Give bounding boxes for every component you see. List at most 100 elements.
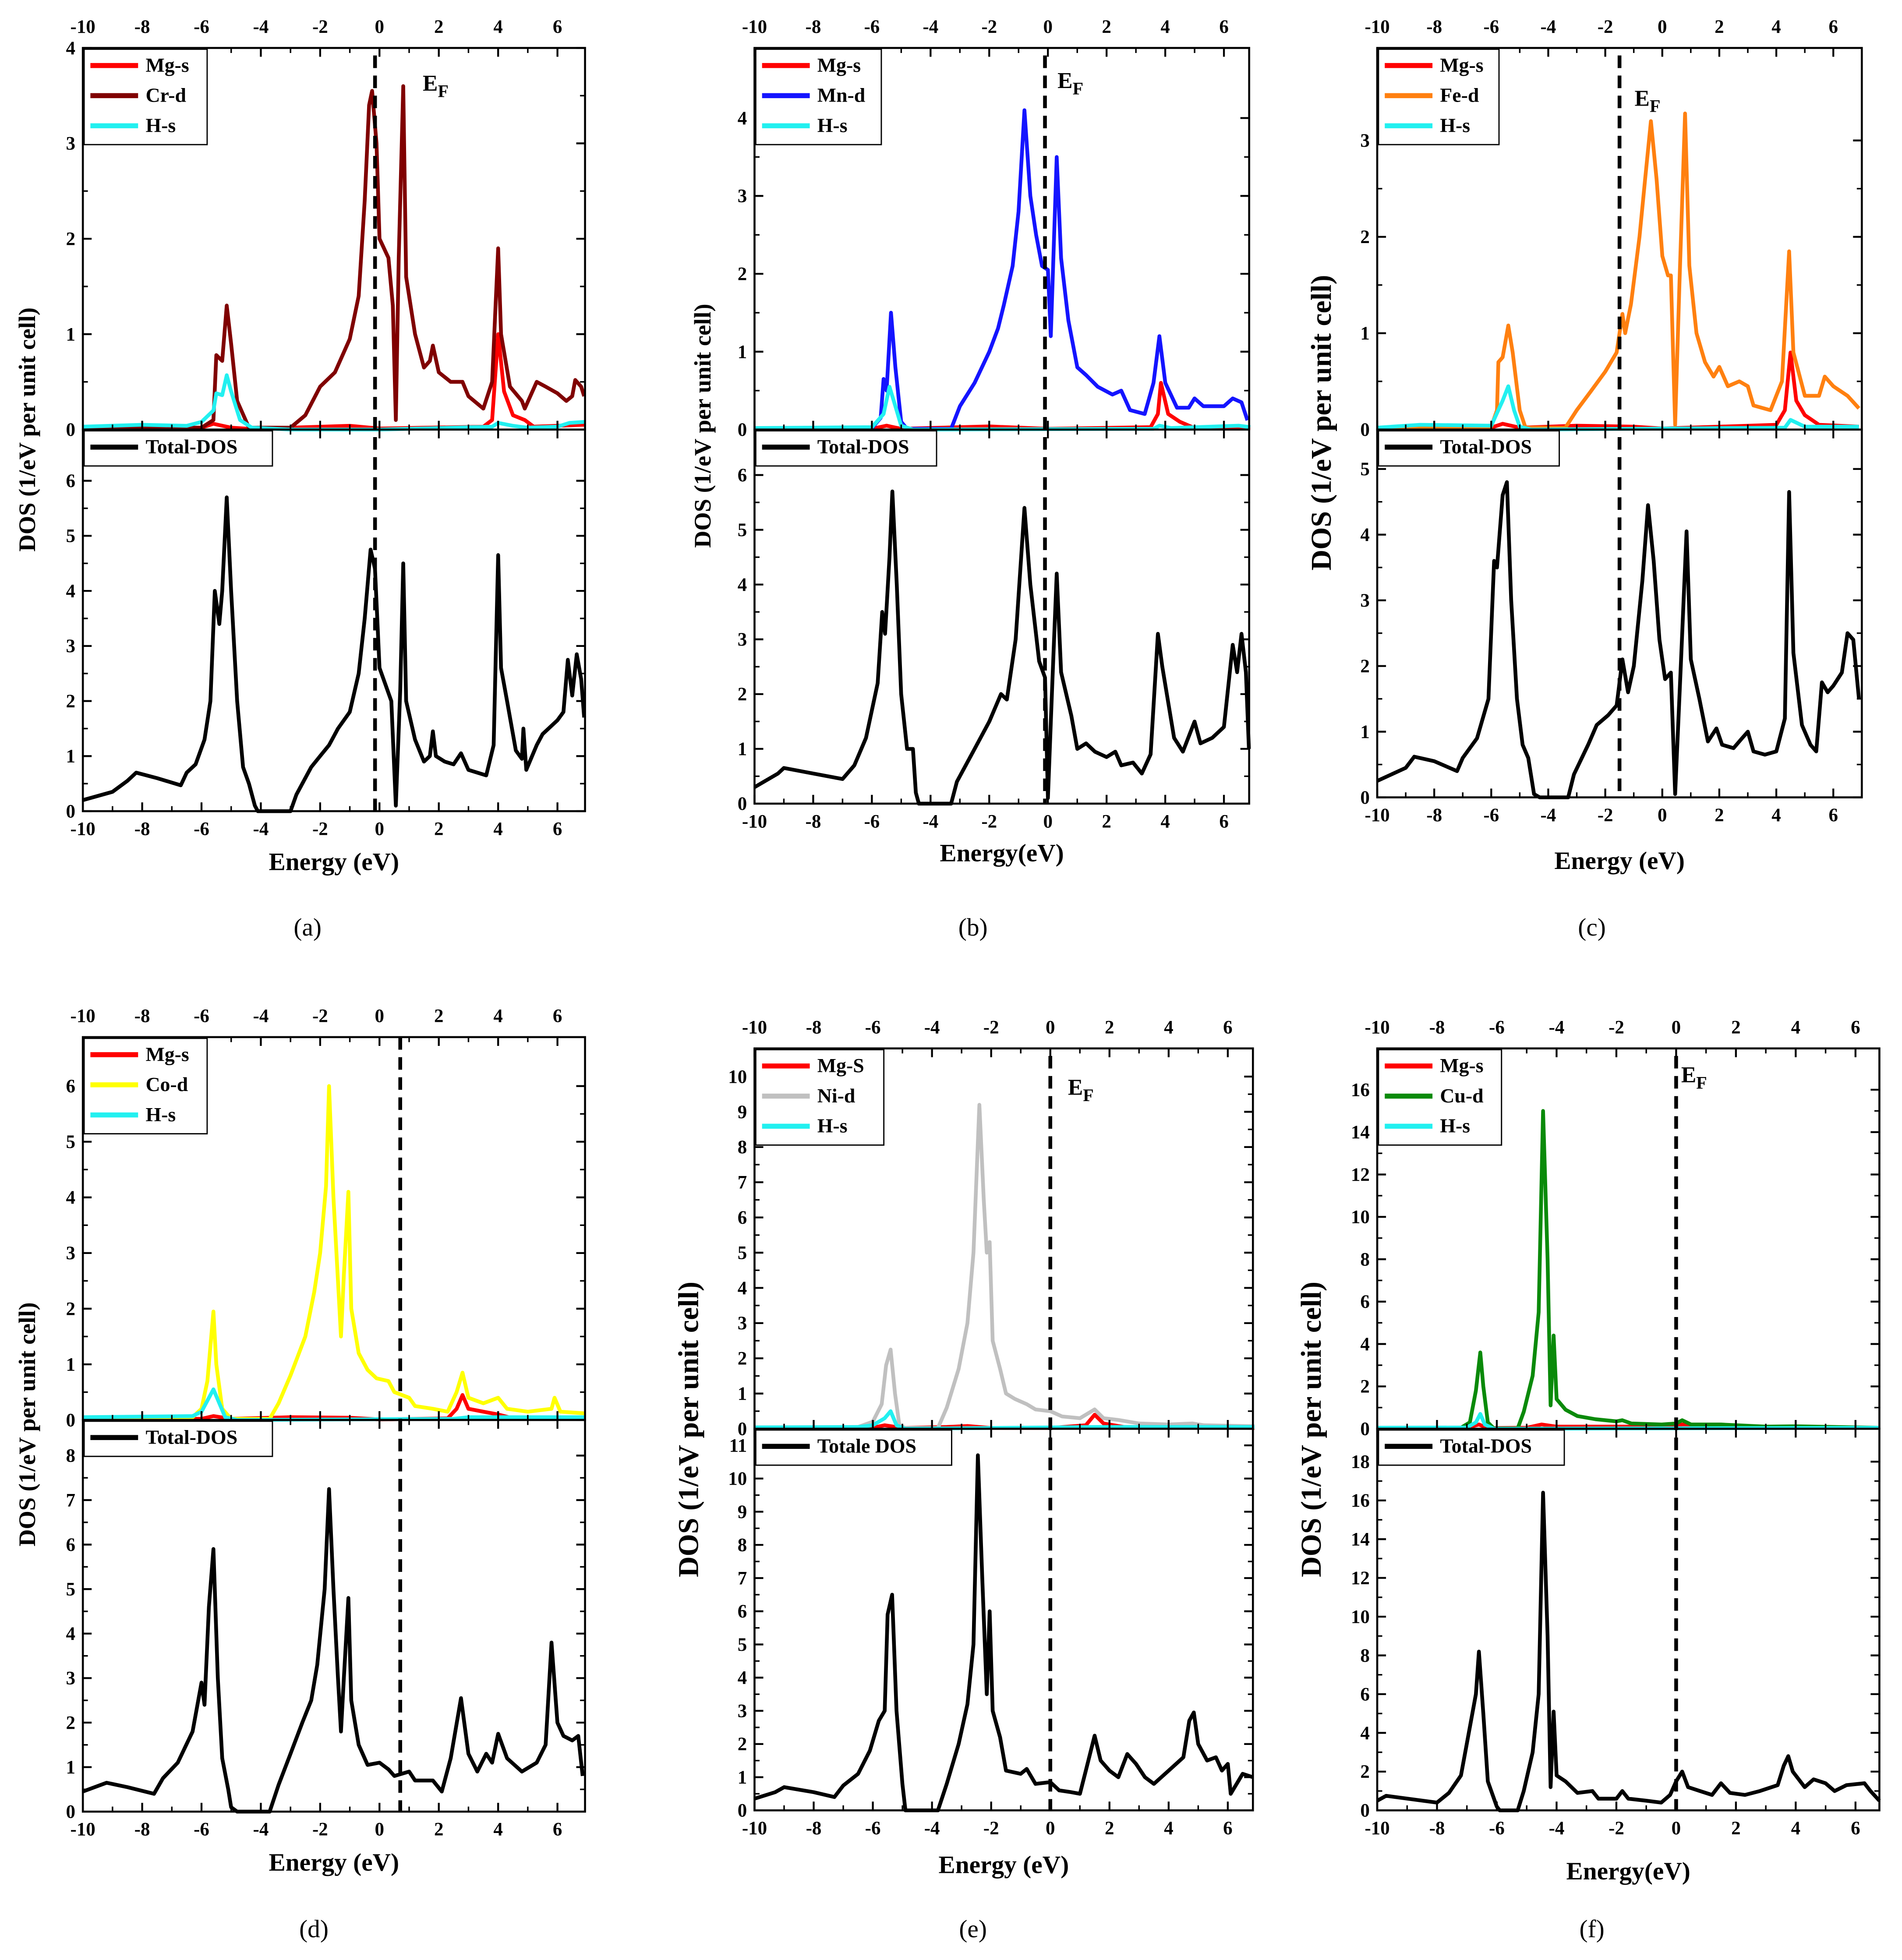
y-tick-label: 1: [66, 324, 75, 345]
bottom-subplot: 0 1 2 3 4 5 6 Total-DOS: [66, 428, 586, 822]
panel-d: 0 1 2 3 4 5 6 Mg-s Co-d H-s 0 1 2 3 4 5 6 7 8 Total-DOS -10 -…: [14, 1006, 586, 1943]
x-axis-label: Energy(eV): [1566, 1858, 1690, 1885]
legend-label: Total-DOS: [1440, 1435, 1532, 1457]
y-tick-label: 0: [1360, 788, 1370, 808]
legend-label: Mg-s: [1440, 54, 1483, 76]
x-tick-label-top: -6: [194, 1006, 209, 1027]
fermi-level-label: EF: [1057, 68, 1083, 98]
x-tick-label-top: -6: [864, 17, 880, 37]
y-tick-label: 3: [1360, 131, 1370, 151]
y-tick-label: 5: [66, 1132, 75, 1152]
y-tick-label: 8: [1360, 1249, 1370, 1270]
legend-label: Ni-d: [817, 1084, 856, 1107]
x-tick-label-top: 4: [1791, 1017, 1801, 1038]
y-tick-label: 2: [66, 1713, 75, 1733]
x-tick-label-bottom: -10: [71, 1819, 95, 1840]
y-axis-label: DOS (1/eV per unit cell): [14, 307, 40, 551]
panel-caption: (c): [1578, 914, 1606, 941]
y-tick-label: 0: [66, 1802, 75, 1822]
x-tick-label-bottom: 6: [553, 819, 562, 839]
legend-label: H-s: [145, 114, 176, 137]
y-tick-label: 4: [66, 38, 75, 59]
legend-label: Mg-s: [145, 54, 189, 76]
fermi-label-e: E: [1681, 1063, 1696, 1088]
y-tick-label: 4: [738, 1278, 747, 1299]
x-tick-label-top: -2: [983, 1017, 999, 1038]
x-tick-label-bottom: -6: [1489, 1818, 1505, 1839]
fermi-label-e: E: [1068, 1075, 1083, 1100]
x-tick-label-bottom: -8: [1429, 1818, 1445, 1839]
y-tick-label: 16: [1351, 1490, 1370, 1511]
panel-caption: (a): [293, 914, 322, 941]
series-line-totale-dos: [754, 1453, 1254, 1812]
fermi-label-sub: F: [1650, 96, 1661, 116]
x-tick-label-top: -8: [1426, 17, 1442, 37]
x-tick-label-top: -8: [806, 1017, 822, 1038]
y-tick-label: 2: [738, 684, 747, 705]
series-line-h-s: [83, 373, 584, 432]
bottom-legend: Total-DOS: [1378, 430, 1560, 467]
x-tick-label-top: 2: [434, 1006, 444, 1027]
x-tick-label-bottom: -8: [806, 1818, 822, 1839]
x-tick-label-bottom: 4: [1771, 805, 1781, 826]
y-tick-label: 2: [738, 1734, 747, 1755]
x-tick-label-top: -6: [194, 17, 209, 37]
x-tick-label-top: 4: [1160, 17, 1170, 37]
y-tick-label: 10: [1351, 1607, 1370, 1627]
bottom-legend: Total-DOS: [83, 1420, 273, 1457]
y-tick-label: 3: [738, 1313, 747, 1334]
x-tick-label-bottom: 4: [1164, 1818, 1174, 1839]
y-tick-label: 7: [66, 1490, 75, 1511]
x-axis-label: Energy (eV): [939, 1851, 1069, 1879]
x-tick-label-top: 6: [1219, 17, 1229, 37]
y-axis-label: DOS (1/eV per unit cell): [672, 1282, 704, 1577]
x-tick-label-bottom: 2: [1105, 1818, 1114, 1839]
y-tick-label: 10: [728, 1067, 747, 1087]
x-tick-label-bottom: -6: [865, 1818, 881, 1839]
x-tick-label-bottom: -2: [981, 811, 997, 832]
bottom-plot-frame: [81, 428, 586, 812]
top-legend: Mg-s Cu-d H-s: [1378, 1049, 1503, 1146]
x-tick-label-top: -4: [923, 17, 938, 37]
y-tick-label: 0: [738, 1801, 747, 1821]
series-line-ni-d: [754, 1103, 1255, 1430]
x-tick-label-top: 2: [1102, 17, 1111, 37]
y-tick-label: 5: [738, 520, 747, 540]
x-tick-label-bottom: 6: [1828, 805, 1838, 826]
y-tick-label: 6: [66, 1076, 75, 1097]
y-tick-label: 0: [738, 794, 747, 814]
x-tick-label-bottom: -2: [1609, 1818, 1624, 1839]
legend-label: Mg-s: [1440, 1054, 1483, 1077]
x-tick-label-top: -10: [742, 17, 767, 37]
y-tick-label: 0: [738, 420, 747, 440]
y-axis-label: DOS (1/eV per unit cell): [1305, 275, 1337, 571]
y-tick-label: 3: [66, 1668, 75, 1689]
y-tick-label: 1: [738, 1767, 747, 1788]
legend-label: Mg-S: [817, 1054, 864, 1077]
y-tick-label: 5: [738, 1243, 747, 1263]
x-tick-label-top: -6: [1489, 1017, 1505, 1038]
x-tick-label-top: -10: [71, 1006, 95, 1027]
y-tick-label: 4: [66, 581, 75, 601]
legend-label: Mn-d: [817, 84, 866, 106]
legend-label: Total-DOS: [1440, 435, 1532, 458]
legend-label: H-s: [1440, 114, 1470, 137]
y-tick-label: 3: [66, 1243, 75, 1264]
legend-label: Cr-d: [145, 84, 186, 106]
y-tick-label: 1: [738, 1384, 747, 1404]
series-line-total-dos: [753, 489, 1251, 806]
x-tick-label-top: 4: [1164, 1017, 1174, 1038]
top-subplot: 0 1 2 3 4 Mg-s Mn-d H-s: [738, 47, 1251, 440]
y-tick-label: 2: [66, 229, 75, 249]
y-tick-label: 11: [729, 1435, 747, 1456]
x-tick-label-bottom: -6: [194, 819, 209, 839]
y-tick-label: 0: [738, 1419, 747, 1439]
y-tick-label: 5: [738, 1635, 747, 1655]
y-tick-label: 10: [1351, 1207, 1370, 1228]
panel-caption: (e): [959, 1915, 987, 1943]
x-tick-label-bottom: 0: [1043, 811, 1053, 832]
panel-c: 0 1 2 3 Mg-s Fe-d H-s 0 1 2 3 4 5 Total-DOS -10 -10 -8 -8…: [1305, 17, 1863, 941]
y-tick-label: 12: [1351, 1165, 1370, 1185]
x-axis-label: Energy (eV): [1554, 847, 1685, 875]
